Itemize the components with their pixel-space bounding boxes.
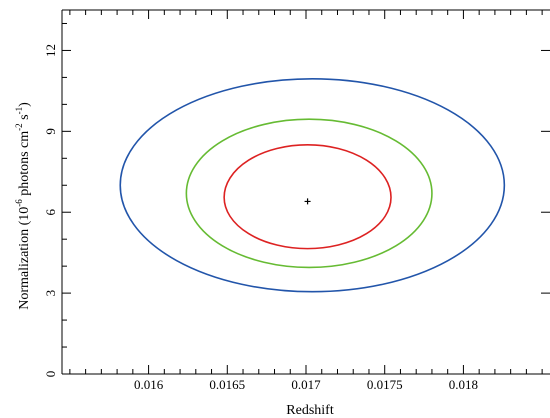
- y-tick-label: 12: [43, 44, 58, 57]
- y-axis-label-mid: photons cm: [17, 131, 32, 200]
- y-tick-label: 0: [43, 371, 58, 378]
- y-axis-label: Normalization (10-6 photons cm-2 s-1): [14, 102, 32, 310]
- y-tick-label: 3: [43, 290, 58, 297]
- x-tick-label: 0.0175: [367, 377, 403, 392]
- y-axis-label-exp3: -1: [14, 107, 24, 115]
- y-axis-label-mid2: s: [17, 114, 32, 123]
- x-tick-label: 0.017: [291, 377, 321, 392]
- contour-level-1: [119, 78, 506, 293]
- y-axis-label-base: Normalization (10: [17, 207, 32, 310]
- y-tick-label: 9: [43, 128, 58, 135]
- y-tick-label: 6: [43, 208, 58, 215]
- best-fit-marker: [304, 198, 311, 205]
- y-axis-label-end: ): [17, 102, 32, 107]
- x-tick-label: 0.0165: [209, 377, 245, 392]
- y-axis-label-exp2: -2: [14, 123, 24, 131]
- x-tick-label: 0.018: [449, 377, 478, 392]
- contour-level-2: [185, 118, 433, 269]
- x-tick-label: 0.016: [134, 377, 164, 392]
- contour-level-3: [223, 144, 392, 250]
- y-axis-label-exp1: -6: [14, 199, 24, 207]
- x-axis-label: Redshift: [286, 403, 334, 418]
